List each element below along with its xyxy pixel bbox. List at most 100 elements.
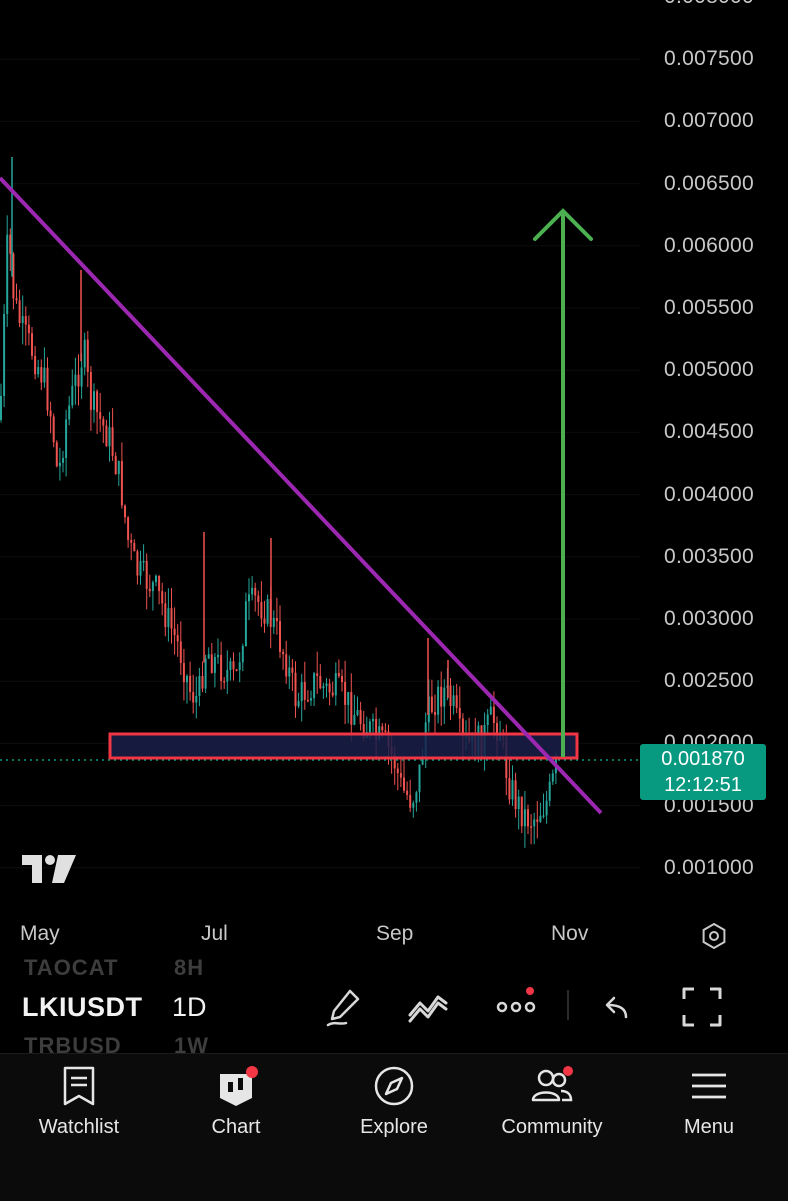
price-axis-label: 0.007500 — [664, 47, 754, 71]
candle-body — [533, 819, 536, 827]
candle-body — [37, 367, 40, 375]
candle-body — [164, 603, 167, 628]
candle-body — [508, 778, 511, 800]
candle-body — [266, 599, 269, 624]
price-axis-label: 0.002500 — [664, 669, 754, 693]
candle-body — [319, 675, 322, 689]
candle-body — [353, 714, 356, 725]
candle-body — [229, 661, 232, 670]
candle-body — [399, 773, 402, 778]
candle-body — [130, 539, 133, 543]
price-axis-label: 0.008000 — [604, 0, 754, 9]
symbol-selector[interactable]: LKIUSDT — [22, 992, 143, 1022]
candle-body — [530, 826, 533, 828]
candle-body — [99, 412, 102, 419]
more-icon[interactable] — [494, 985, 538, 1029]
candle-body — [232, 661, 235, 670]
candle-body — [198, 676, 201, 696]
candle-body — [328, 683, 331, 693]
candle-body — [46, 367, 49, 411]
community-icon — [531, 1066, 573, 1102]
candle-body — [145, 560, 148, 589]
time-label-nov: Nov — [551, 922, 589, 945]
candle-body — [179, 641, 182, 663]
candle-body — [434, 712, 436, 715]
candle-body — [272, 617, 275, 628]
candle-body — [337, 673, 340, 677]
chart-settings-icon[interactable] — [699, 921, 729, 951]
candle-body — [291, 667, 294, 673]
pen-icon[interactable] — [322, 985, 366, 1029]
candle-body — [452, 695, 455, 707]
candle-body — [223, 680, 226, 683]
candle-body — [186, 675, 188, 683]
candle-body — [260, 602, 263, 619]
candle-body — [297, 701, 300, 707]
candle-body — [192, 691, 195, 703]
candle-body — [527, 809, 529, 827]
candle-body — [158, 575, 161, 592]
time-label-sep: Sep — [376, 922, 414, 945]
last-price-value: 0.001870 — [661, 748, 745, 770]
nav-community[interactable]: Community — [477, 1064, 627, 1139]
fullscreen-icon[interactable] — [680, 985, 724, 1029]
nav-community-label: Community — [501, 1116, 603, 1138]
nav-chart-label: Chart — [211, 1116, 261, 1138]
candle-body — [108, 427, 111, 447]
descending-trendline — [0, 176, 603, 815]
candle-body — [27, 324, 30, 334]
candle-body — [151, 582, 154, 592]
price-axis-label: 0.005500 — [664, 296, 754, 319]
candle-body — [167, 608, 170, 628]
candle-body — [310, 698, 312, 701]
interval-selector[interactable]: 1D — [172, 992, 207, 1022]
candle-body — [182, 662, 185, 683]
last-price-badge: 0.001870 12:12:51 — [640, 744, 766, 800]
candle-body — [31, 333, 33, 356]
nav-chart[interactable]: Chart — [161, 1064, 311, 1139]
candle-body — [443, 687, 446, 707]
candle-body — [49, 410, 52, 417]
candle-body — [517, 796, 520, 810]
candle-body — [350, 691, 353, 725]
candle-body — [52, 416, 55, 443]
candle-body — [409, 794, 412, 808]
candle-body — [344, 682, 347, 705]
nav-watchlist[interactable]: Watchlist — [4, 1064, 154, 1139]
nav-menu[interactable]: Menu — [634, 1064, 784, 1139]
candle-body — [341, 676, 343, 683]
tradingview-logo-icon — [22, 855, 76, 883]
candle-body — [6, 234, 9, 314]
undo-icon[interactable] — [596, 985, 640, 1029]
time-label-may: May — [20, 922, 60, 945]
candle-body — [195, 695, 198, 703]
candle-body — [120, 460, 123, 506]
candle-body — [74, 374, 77, 386]
candle-body — [9, 234, 12, 254]
nav-explore[interactable]: Explore — [319, 1064, 469, 1139]
candle-body — [523, 809, 526, 827]
candle-body — [127, 517, 130, 540]
candle-body — [65, 419, 68, 458]
candle-body — [455, 695, 458, 708]
trend-icon[interactable] — [406, 985, 450, 1029]
candle-body — [96, 391, 99, 413]
chart-toolbar — [0, 958, 788, 1053]
candle-body — [489, 706, 492, 715]
nav-menu-label: Menu — [683, 1116, 735, 1138]
ghost-interval-above: 8H — [174, 955, 205, 980]
candle-body — [238, 662, 241, 671]
price-axis-label: 0.004500 — [664, 420, 754, 444]
candle-body — [520, 796, 523, 827]
price-axis-label: 0.003000 — [664, 607, 754, 630]
candle-body — [251, 587, 254, 595]
candle-body — [430, 696, 433, 713]
candle-body — [155, 575, 157, 583]
menu-icon — [692, 1073, 726, 1099]
price-chart[interactable] — [0, 0, 788, 960]
candle-body — [136, 551, 139, 576]
candle-body — [117, 460, 120, 475]
candle-body — [105, 425, 108, 447]
chart-area[interactable]: 0.008000 0.007500 0.007000 0.006500 0.006000… — [0, 0, 788, 960]
candle-body — [362, 724, 365, 738]
